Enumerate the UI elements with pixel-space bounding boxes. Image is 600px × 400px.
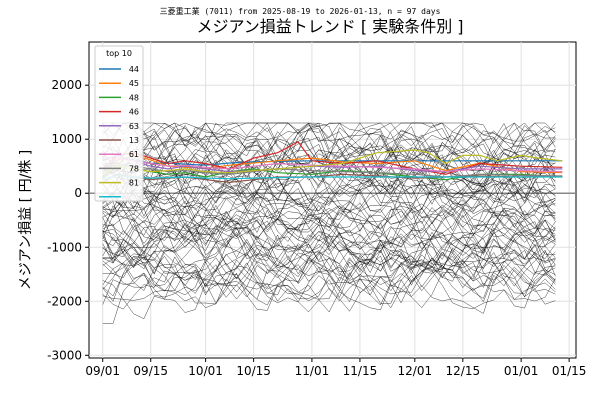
x-tick-label: 11/01 (295, 364, 330, 378)
x-tick-label: 09/01 (85, 364, 120, 378)
background-series-line (102, 180, 556, 238)
background-series-line (102, 194, 556, 250)
background-series-line (102, 122, 556, 165)
series-line (102, 174, 563, 181)
background-series-line (102, 263, 556, 313)
background-series-line (102, 230, 556, 283)
legend-label: 44 (129, 65, 139, 74)
background-series-line (102, 231, 556, 272)
background-series-line (102, 265, 556, 320)
background-series-line (102, 165, 556, 223)
legend-label: 48 (129, 93, 139, 102)
background-series-line (102, 226, 556, 276)
background-series-line (102, 184, 556, 243)
background-series-line (102, 185, 556, 233)
x-tick-label: 01/01 (504, 364, 539, 378)
y-tick-label: -3000 (47, 348, 82, 362)
background-series-line (102, 175, 556, 234)
x-tick-label: 12/15 (446, 364, 481, 378)
top-series (102, 141, 563, 184)
background-series (102, 122, 556, 324)
y-axis-label: メジアン損益 [ 円/株 ] (18, 150, 34, 290)
legend-label: 45 (129, 79, 139, 88)
x-tick-label: 11/15 (343, 364, 378, 378)
background-series-line (102, 210, 556, 260)
background-series-line (102, 201, 556, 255)
chart-title: メジアン損益トレンド [ 実験条件別 ] (196, 17, 463, 36)
y-tick-label: -1000 (47, 240, 82, 254)
x-tick-label: 09/15 (133, 364, 168, 378)
x-tick-label: 01/15 (552, 364, 587, 378)
background-series-line (102, 247, 556, 301)
background-series-line (102, 192, 556, 246)
background-series-line (102, 260, 556, 310)
y-tick-label: 2000 (51, 78, 82, 92)
legend-label: 78 (129, 164, 139, 173)
background-series-line (102, 224, 556, 275)
legend-label: 81 (129, 179, 139, 188)
series-line (102, 154, 563, 175)
background-series-line (102, 163, 556, 211)
plot-area (88, 41, 577, 359)
x-tick-label: 10/15 (236, 364, 271, 378)
background-series-line (102, 200, 556, 252)
series-line (102, 141, 563, 175)
background-series-line (102, 164, 556, 214)
background-series-line (102, 189, 556, 242)
background-series-line (102, 142, 556, 196)
y-tick-label: 1000 (51, 132, 82, 146)
legend: top 10 44 45 48 46 63 13 61 78 81 (94, 45, 144, 202)
background-series-line (102, 249, 556, 300)
background-series-line (102, 232, 556, 282)
legend-box (94, 45, 144, 202)
series-line (102, 149, 563, 175)
x-axis: 09/01 09/15 10/01 10/15 11/01 11/15 12/01 12/15… (85, 358, 586, 378)
y-axis: 2000 1000 0 -1000 -2000 -3000 (47, 78, 89, 362)
legend-label: 46 (129, 108, 139, 117)
background-series-line (102, 219, 556, 280)
background-series-line (102, 264, 556, 324)
y-tick-label: 0 (74, 186, 82, 200)
background-series-line (102, 255, 556, 309)
background-series-line (102, 229, 556, 291)
background-series-line (102, 217, 556, 274)
legend-label: 61 (129, 150, 139, 159)
background-series-line (102, 210, 556, 272)
legend-title: top 10 (106, 49, 132, 58)
legend-label: 13 (129, 136, 139, 145)
background-series-line (102, 229, 556, 280)
y-tick-label: -2000 (47, 294, 82, 308)
background-series-line (102, 181, 556, 233)
chart-suptitle: 三菱重工業 (7011) from 2025-08-19 to 2026-01-… (160, 6, 441, 16)
background-series-line (102, 122, 556, 153)
background-series-line (102, 249, 556, 296)
legend-label: 63 (129, 122, 139, 131)
series-line (102, 157, 563, 173)
x-tick-label: 12/01 (398, 364, 433, 378)
x-tick-label: 10/01 (188, 364, 223, 378)
background-series-line (102, 258, 556, 314)
background-series-line (102, 163, 556, 214)
